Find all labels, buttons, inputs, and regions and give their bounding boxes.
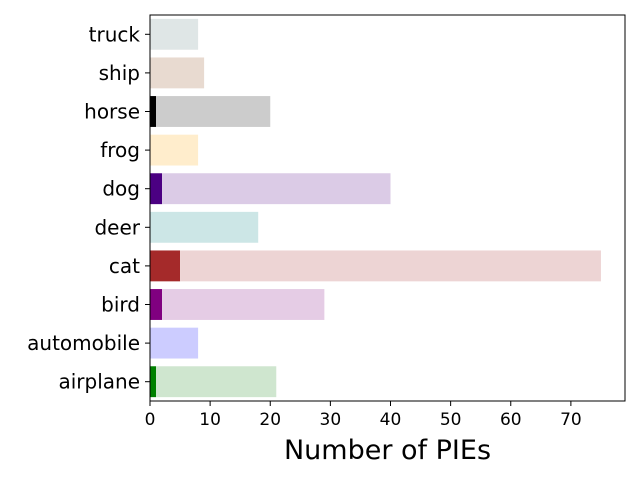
- x-axis-ticks: 0 10 20 30 40 50 60 70: [145, 401, 582, 430]
- x-tick-label: 20: [259, 410, 281, 430]
- bar-bird-segment-2: [162, 289, 325, 320]
- bar-frog-segment-2: [150, 134, 199, 166]
- bar-dog-segment-1: [150, 173, 163, 205]
- x-tick-label: 70: [560, 410, 582, 430]
- y-tick-label: ship: [99, 61, 140, 85]
- bar-airplane-segment-2: [156, 366, 277, 398]
- y-tick-label: truck: [89, 22, 141, 46]
- y-tick-label: horse: [84, 100, 140, 124]
- bar-automobile-segment-2: [150, 327, 199, 359]
- bar-bird-segment-1: [150, 289, 163, 320]
- x-tick-label: 0: [145, 410, 156, 430]
- x-tick-label: 60: [500, 410, 522, 430]
- bar-horse-segment-2: [156, 96, 271, 127]
- y-tick-label: cat: [109, 254, 140, 278]
- y-tick-label: automobile: [27, 331, 140, 355]
- y-tick-label: dog: [102, 177, 140, 201]
- bars-layer: [150, 18, 601, 398]
- y-tick-label: deer: [94, 215, 140, 239]
- y-tick-label: frog: [100, 138, 140, 162]
- bar-horse-segment-1: [150, 96, 157, 127]
- bar-cat-segment-1: [150, 250, 181, 282]
- x-tick-label: 10: [199, 410, 221, 430]
- bar-dog-segment-2: [162, 173, 391, 205]
- bar-deer-segment-2: [150, 211, 259, 243]
- x-tick-label: 50: [440, 410, 462, 430]
- y-axis-ticks: airplane automobile bird cat deer dog frog hors…: [27, 22, 150, 394]
- bar-airplane-segment-1: [150, 366, 157, 398]
- bar-ship-segment-2: [150, 57, 205, 89]
- x-tick-label: 30: [320, 410, 342, 430]
- y-tick-label: airplane: [58, 370, 140, 394]
- x-tick-label: 40: [380, 410, 402, 430]
- x-axis-title: Number of PIEs: [284, 435, 491, 466]
- plot-frame: [149, 14, 626, 402]
- bar-truck-segment-2: [150, 18, 199, 50]
- y-tick-label: bird: [101, 293, 140, 317]
- bar-cat-segment-2: [180, 250, 601, 282]
